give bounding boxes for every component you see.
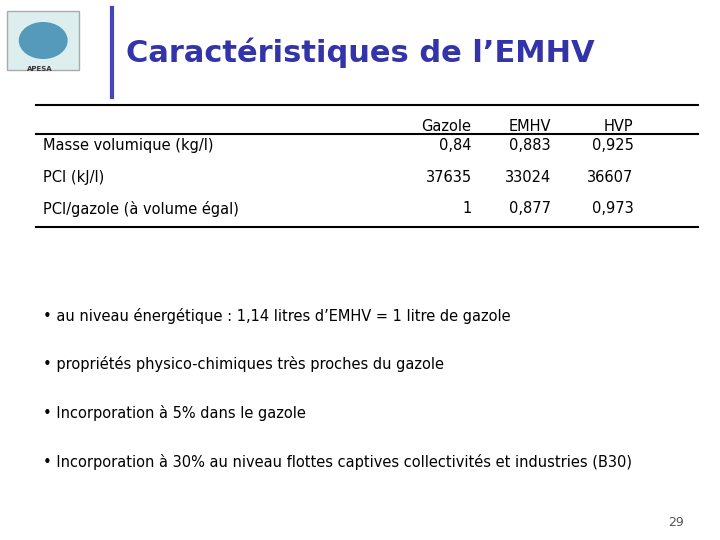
Text: • au niveau énergétique : 1,14 litres d’EMHV = 1 litre de gazole: • au niveau énergétique : 1,14 litres d’… — [43, 308, 510, 324]
Text: • Incorporation à 5% dans le gazole: • Incorporation à 5% dans le gazole — [43, 405, 306, 421]
Text: 1: 1 — [462, 201, 472, 216]
Text: Gazole: Gazole — [422, 119, 472, 134]
Text: • Incorporation à 30% au niveau flottes captives collectivités et industries (B3: • Incorporation à 30% au niveau flottes … — [43, 454, 632, 470]
Text: PCI/gazole (à volume égal): PCI/gazole (à volume égal) — [43, 201, 239, 217]
Text: 0,84: 0,84 — [439, 138, 472, 153]
Text: 36607: 36607 — [588, 170, 634, 185]
Text: Caractéristiques de l’EMHV: Caractéristiques de l’EMHV — [126, 38, 595, 68]
Text: EMHV: EMHV — [508, 119, 551, 134]
Text: HVP: HVP — [604, 119, 634, 134]
Text: PCI (kJ/l): PCI (kJ/l) — [43, 170, 104, 185]
Text: 0,973: 0,973 — [592, 201, 634, 216]
Text: Masse volumique (kg/l): Masse volumique (kg/l) — [43, 138, 214, 153]
Text: 0,925: 0,925 — [592, 138, 634, 153]
Text: • propriétés physico-chimiques très proches du gazole: • propriétés physico-chimiques très proc… — [43, 356, 444, 373]
Text: 0,883: 0,883 — [509, 138, 551, 153]
Text: 33024: 33024 — [505, 170, 551, 185]
Text: APESA: APESA — [27, 66, 53, 72]
Text: 29: 29 — [668, 516, 684, 529]
Text: 37635: 37635 — [426, 170, 472, 185]
Text: 0,877: 0,877 — [509, 201, 551, 216]
